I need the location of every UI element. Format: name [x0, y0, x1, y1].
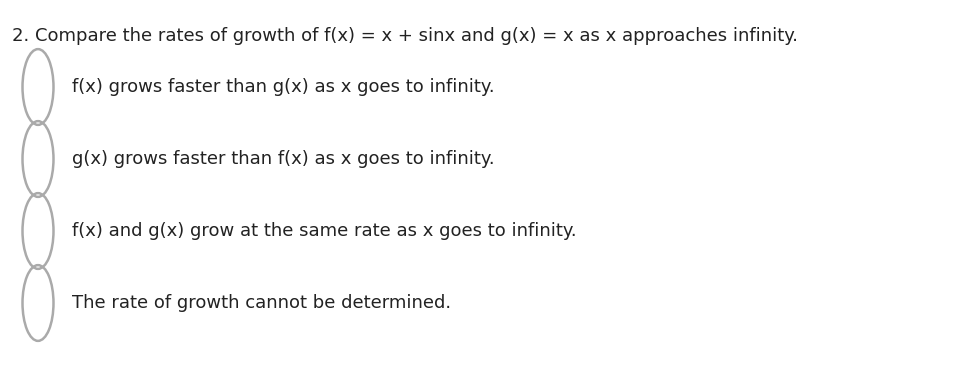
- Text: f(x) and g(x) grow at the same rate as x goes to infinity.: f(x) and g(x) grow at the same rate as x…: [72, 222, 576, 240]
- Text: f(x) grows faster than g(x) as x goes to infinity.: f(x) grows faster than g(x) as x goes to…: [72, 78, 494, 96]
- Text: The rate of growth cannot be determined.: The rate of growth cannot be determined.: [72, 294, 450, 312]
- Text: 2. Compare the rates of growth of f(x) = x + sinx and g(x) = x as x approaches i: 2. Compare the rates of growth of f(x) =…: [12, 27, 798, 45]
- Text: g(x) grows faster than f(x) as x goes to infinity.: g(x) grows faster than f(x) as x goes to…: [72, 150, 494, 168]
